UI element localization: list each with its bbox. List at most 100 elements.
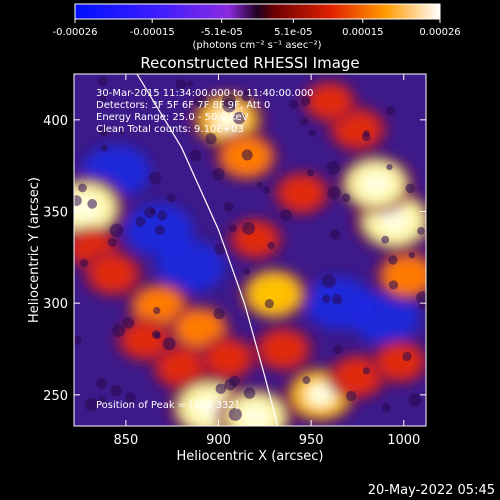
residual-speckle bbox=[166, 193, 176, 203]
residual-speckle bbox=[262, 186, 271, 194]
dark-region bbox=[351, 291, 420, 344]
residual-speckle bbox=[308, 129, 317, 138]
residual-speckle bbox=[205, 133, 217, 145]
residual-speckle bbox=[241, 149, 253, 161]
residual-speckle bbox=[341, 193, 351, 203]
residual-speckle bbox=[213, 308, 225, 320]
residual-speckle bbox=[417, 226, 425, 235]
colorbar-tick-label: 0.00015 bbox=[342, 27, 383, 38]
residual-speckle bbox=[151, 330, 161, 339]
residual-speckle bbox=[329, 229, 341, 240]
residual-speckle bbox=[99, 94, 107, 102]
x-tick-label: 850 bbox=[113, 433, 138, 448]
residual-speckle bbox=[175, 78, 187, 90]
colorbar-tick-label: -5.1e-05 bbox=[201, 27, 243, 38]
emission-region bbox=[176, 310, 224, 348]
residual-speckle bbox=[187, 80, 194, 87]
emission-region bbox=[334, 358, 381, 395]
residual-speckle bbox=[110, 384, 122, 397]
x-axis-label: Heliocentric X (arcsec) bbox=[177, 449, 324, 464]
residual-speckle bbox=[215, 383, 227, 395]
residual-speckle bbox=[193, 94, 208, 108]
x-tick-label: 1000 bbox=[387, 433, 420, 448]
x-tick-label: 900 bbox=[206, 433, 231, 448]
residual-speckle bbox=[256, 181, 263, 188]
residual-speckle bbox=[381, 235, 390, 244]
residual-speckle bbox=[381, 403, 391, 413]
residual-speckle bbox=[241, 92, 251, 101]
residual-speckle bbox=[162, 337, 176, 351]
residual-speckle bbox=[228, 407, 242, 421]
residual-speckle bbox=[157, 210, 168, 221]
y-axis-label: Heliocentric Y (arcsec) bbox=[27, 177, 42, 323]
residual-speckle bbox=[408, 393, 422, 407]
emission-region bbox=[260, 331, 307, 367]
emission-region bbox=[134, 287, 184, 327]
residual-speckle bbox=[264, 299, 274, 309]
emission-core bbox=[378, 207, 411, 234]
y-tick-label: 250 bbox=[43, 389, 68, 404]
annotation-line: Clean Total counts: 9.10E+03 bbox=[96, 124, 244, 135]
residual-speckle bbox=[388, 280, 399, 290]
residual-speckle bbox=[416, 291, 426, 304]
residual-speckle bbox=[333, 344, 344, 355]
colorbar-tick-label: 5.1e-05 bbox=[274, 27, 312, 38]
residual-speckle bbox=[232, 111, 246, 125]
heatmap-area bbox=[74, 74, 426, 426]
residual-speckle bbox=[212, 167, 225, 181]
residual-speckle bbox=[124, 392, 136, 404]
residual-speckle bbox=[228, 224, 237, 233]
residual-speckle bbox=[189, 149, 202, 162]
emission-region bbox=[247, 273, 301, 315]
residual-speckle bbox=[402, 351, 412, 362]
residual-speckle bbox=[96, 378, 108, 389]
emission-region bbox=[378, 344, 422, 380]
dark-region bbox=[156, 240, 225, 293]
residual-speckle bbox=[362, 367, 370, 375]
residual-speckle bbox=[327, 186, 341, 200]
plot-frame bbox=[73, 73, 427, 427]
residual-speckle bbox=[80, 258, 89, 268]
emission-region bbox=[205, 340, 250, 376]
colorbar-ticks: -0.00026 -0.00015 -5.1e-05 5.1e-05 0.00015 0.… bbox=[53, 19, 461, 38]
chart-title: Reconstructed RHESSI Image bbox=[140, 54, 359, 72]
colorbar-units: (photons cm⁻² s⁻¹ asec⁻²) bbox=[192, 40, 321, 51]
residual-speckle bbox=[345, 390, 357, 402]
emission-region bbox=[308, 84, 351, 119]
residual-speckle bbox=[97, 76, 108, 87]
residual-speckle bbox=[148, 172, 162, 185]
annotation-line: 30-Mar-2015 11:34:00.000 to 11:40:00.000 bbox=[96, 88, 314, 99]
x-tick-label: 950 bbox=[299, 433, 324, 448]
residual-speckle bbox=[280, 209, 293, 222]
annotation-block: 30-Mar-2015 11:34:00.000 to 11:40:00.000… bbox=[96, 88, 314, 135]
emission-region bbox=[158, 349, 205, 386]
residual-speckle bbox=[87, 199, 98, 209]
emission-core bbox=[240, 404, 271, 426]
y-tick-label: 350 bbox=[43, 206, 68, 221]
residual-speckle bbox=[153, 306, 161, 315]
solar-limb-curve bbox=[136, 74, 279, 426]
residual-speckle bbox=[154, 224, 165, 236]
residual-speckle bbox=[107, 237, 118, 247]
residual-speckle bbox=[322, 294, 331, 304]
residual-speckle bbox=[243, 387, 256, 399]
residual-speckle bbox=[100, 144, 108, 152]
residual-speckle bbox=[112, 324, 126, 337]
y-axis: 250 300 350 400 bbox=[43, 114, 426, 404]
residual-speckle bbox=[242, 222, 255, 235]
residual-speckle bbox=[224, 378, 237, 391]
colorbar bbox=[74, 3, 441, 20]
emission-core bbox=[305, 383, 336, 407]
residual-speckle bbox=[405, 183, 415, 194]
residual-speckle bbox=[419, 302, 426, 310]
residual-speckle bbox=[222, 93, 236, 108]
residual-speckle bbox=[386, 106, 396, 116]
x-axis: 850 900 950 1000 bbox=[113, 74, 420, 448]
residual-speckle bbox=[299, 117, 308, 126]
residual-speckle bbox=[388, 255, 398, 265]
residual-speckle bbox=[331, 294, 343, 305]
residual-speckle bbox=[306, 169, 315, 177]
residual-speckle bbox=[119, 128, 126, 135]
colorbar-tick-label: 0.00026 bbox=[419, 27, 460, 38]
